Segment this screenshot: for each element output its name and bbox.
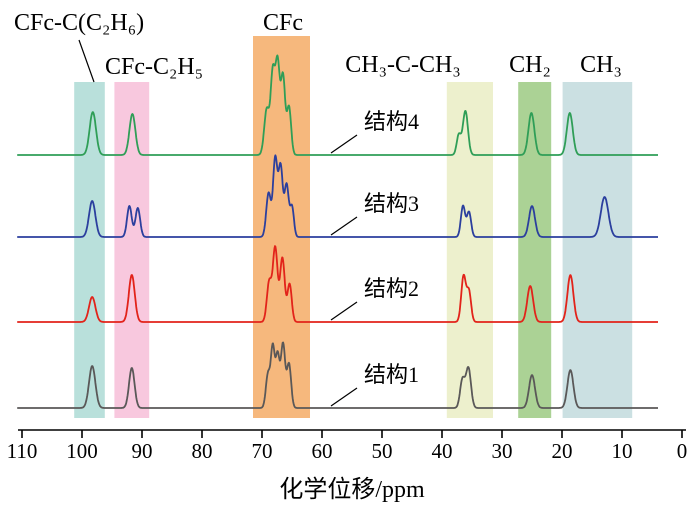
band-label: CH₂ bbox=[509, 52, 551, 78]
band-label: CFc-C₂H₅ bbox=[105, 54, 203, 80]
x-tick-label: 50 bbox=[372, 439, 393, 463]
x-tick-label: 110 bbox=[7, 439, 38, 463]
highlight-band-2 bbox=[253, 36, 310, 418]
highlight-band-0 bbox=[74, 82, 105, 418]
band-label: CH₃ bbox=[580, 52, 622, 78]
band-label-leader-line bbox=[78, 39, 95, 83]
series-callout-line bbox=[330, 301, 358, 321]
spectrum-trace-结构3 bbox=[16, 154, 659, 238]
series-callout-line bbox=[330, 387, 358, 407]
x-tick-label: 20 bbox=[552, 439, 573, 463]
highlight-band-3 bbox=[446, 82, 493, 418]
spectrum-trace-结构1 bbox=[16, 341, 659, 409]
series-label: 结构4 bbox=[364, 109, 419, 134]
x-axis-title: 化学位移/ppm bbox=[279, 476, 425, 503]
x-tick-label: 70 bbox=[252, 439, 273, 463]
x-tick-label: 80 bbox=[192, 439, 213, 463]
series-label: 结构1 bbox=[364, 362, 419, 387]
x-tick-label: 40 bbox=[432, 439, 453, 463]
series-callout-line bbox=[330, 134, 358, 154]
series-callout-line bbox=[330, 216, 358, 236]
highlight-band-1 bbox=[114, 82, 150, 418]
band-label: CFc bbox=[263, 10, 303, 36]
series-label: 结构3 bbox=[364, 191, 419, 216]
x-tick-label: 0 bbox=[677, 439, 688, 463]
band-label: CH₃-C-CH₃ bbox=[345, 52, 460, 78]
x-tick-label: 10 bbox=[612, 439, 633, 463]
series-label: 结构2 bbox=[364, 276, 419, 301]
spectrum-trace-结构4 bbox=[16, 54, 659, 156]
x-tick-label: 90 bbox=[132, 439, 153, 463]
spectrum-trace-结构2 bbox=[16, 245, 659, 323]
x-tick-label: 100 bbox=[66, 439, 98, 463]
x-tick-label: 30 bbox=[492, 439, 513, 463]
x-tick-label: 60 bbox=[312, 439, 333, 463]
band-label: CFc-C(C₂H₆) bbox=[14, 10, 144, 36]
